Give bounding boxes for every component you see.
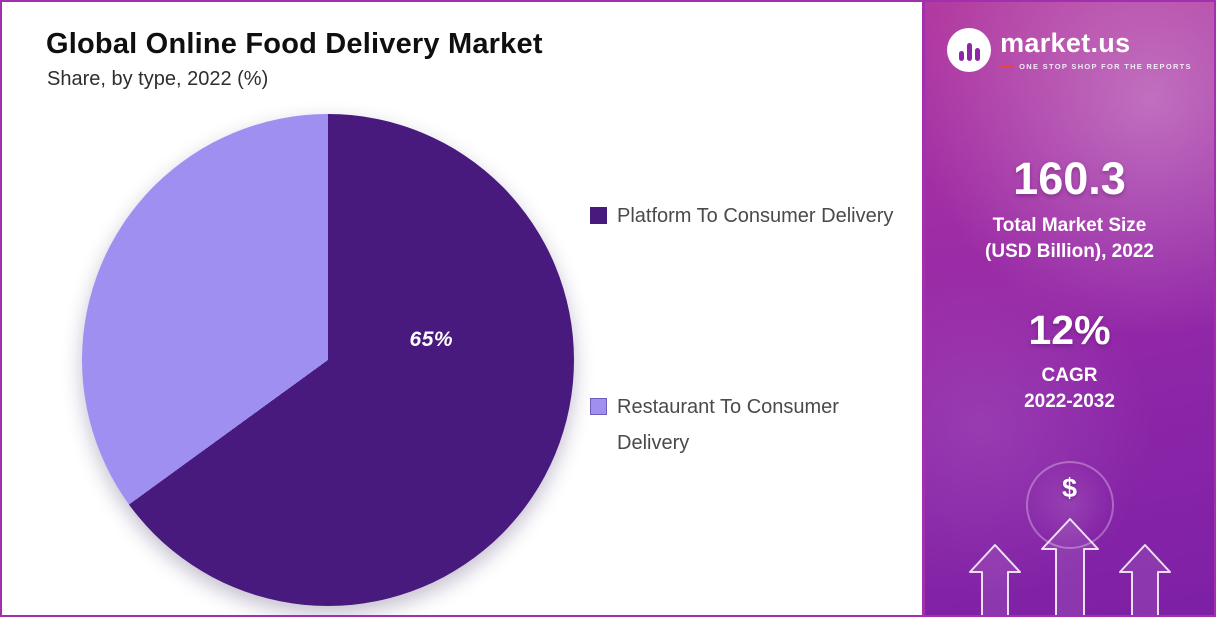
legend-label-platform: Platform To Consumer Delivery — [617, 205, 894, 227]
logo-bar-icon — [958, 51, 964, 61]
marketus-logo-icon — [947, 28, 992, 72]
stat-market-size-value: 160.3 — [1013, 153, 1126, 204]
marketus-logo: market.us ONE STOP SHOP FOR THE REPORTS — [947, 28, 1192, 72]
legend-swatch-restaurant — [590, 398, 607, 415]
tagline-accent — [1000, 64, 1015, 68]
stat-market-size: 160.3 Total Market Size (USD Billion), 2… — [985, 156, 1154, 264]
legend-item-platform: Platform To Consumer Delivery — [590, 198, 920, 234]
stat-cagr: 12% CAGR 2022-2032 — [1024, 310, 1115, 414]
coin-circle-icon — [1025, 461, 1114, 549]
growth-arrows-art: $ — [925, 455, 1214, 615]
chart-title: Global Online Food Delivery Market — [46, 28, 543, 60]
chart-panel: Global Online Food Delivery Market Share… — [2, 2, 922, 615]
chart-subtitle: Share, by type, 2022 (%) — [47, 68, 269, 90]
brand-name: market.us — [1000, 27, 1131, 58]
brand-tagline: ONE STOP SHOP FOR THE REPORTS — [1019, 61, 1192, 71]
up-arrows-icon — [968, 518, 1171, 615]
pie-slice-data-label: 65% — [409, 328, 454, 352]
legend-label-restaurant: Restaurant To Consumer Delivery — [617, 396, 839, 454]
legend-swatch-platform — [590, 207, 607, 224]
stat-market-size-label-line2: (USD Billion), 2022 — [985, 240, 1154, 262]
logo-bar-icon — [966, 43, 972, 61]
dollar-icon: $ — [1061, 473, 1078, 503]
pie-chart: 65% — [82, 114, 574, 606]
stat-cagr-label: CAGR 2022-2032 — [1024, 363, 1115, 414]
stat-market-size-label: Total Market Size (USD Billion), 2022 — [985, 213, 1154, 264]
stat-market-size-label-line1: Total Market Size — [992, 215, 1147, 236]
stat-cagr-label-line1: CAGR — [1041, 365, 1098, 387]
stat-cagr-value: 12% — [1028, 307, 1111, 354]
logo-bar-icon — [974, 48, 980, 61]
stat-cagr-label-line2: 2022-2032 — [1024, 390, 1115, 412]
chart-legend: Platform To Consumer Delivery Restaurant… — [590, 198, 920, 461]
legend-item-restaurant: Restaurant To Consumer Delivery — [590, 389, 920, 461]
sidebar: market.us ONE STOP SHOP FOR THE REPORTS … — [922, 2, 1214, 615]
